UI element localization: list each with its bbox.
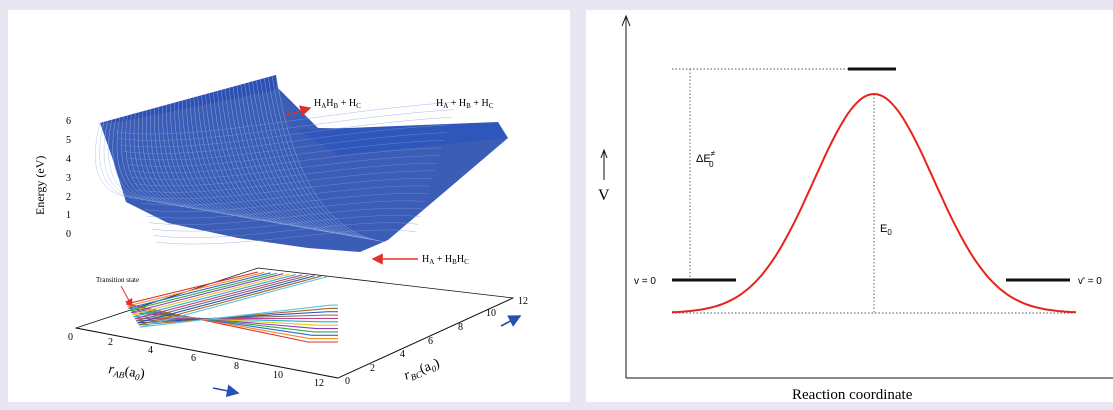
label-hahb-hc: HAHB + HC [314, 98, 361, 110]
delta-e-label: ΔE≠ 0 [696, 149, 716, 169]
rab-tick: 2 [108, 337, 113, 348]
energy-levels [672, 67, 1070, 282]
rab-axis: 0 2 4 6 8 10 12 rAB(a0) [68, 332, 324, 398]
rbc-tick: 2 [370, 363, 375, 374]
rbc-tick: 10 [486, 308, 496, 319]
guide-lines [672, 68, 1074, 314]
y-axis-label-group: V [598, 148, 610, 204]
rab-tick: 8 [234, 361, 239, 372]
barrier-curve [671, 92, 1077, 314]
rab-tick: 4 [148, 345, 153, 356]
energy-axis-label: Energy (eV) [33, 156, 47, 215]
rab-axis-label: rAB(a0) [107, 362, 146, 383]
label-ha-hb-hc: HA + HB + HC [436, 98, 494, 110]
v-right-label: v' = 0 [1078, 276, 1102, 287]
rbc-tick: 12 [518, 296, 528, 307]
rbc-tick: 0 [345, 376, 350, 387]
energy-tick: 6 [66, 116, 71, 127]
y-axis-arrowhead [621, 14, 631, 27]
base-plane [74, 267, 515, 379]
species-labels: HAHB + HC HA + HB + HC HA + HBHC [283, 98, 494, 266]
y-axis-label: V [598, 187, 610, 204]
rbc-tick: 6 [428, 336, 433, 347]
arrow-top-left [283, 105, 312, 117]
rab-tick: 0 [68, 332, 73, 343]
x-axis-label: Reaction coordinate [792, 387, 913, 402]
energy-tick: 2 [66, 192, 71, 203]
rbc-tick: 4 [400, 349, 405, 360]
energy-tick: 3 [66, 173, 71, 184]
contour-lines [125, 271, 338, 343]
rbc-direction-arrow [500, 315, 522, 327]
energy-axis: 6 5 4 3 2 1 0 Energy (eV) [33, 116, 71, 240]
pes-panel: 6 5 4 3 2 1 0 Energy (eV) Transition sta… [8, 10, 570, 402]
profile-axes [621, 14, 1113, 379]
pes-figure: 6 5 4 3 2 1 0 Energy (eV) Transition sta… [33, 74, 528, 398]
transition-state-label: Transition state [96, 276, 139, 284]
rab-direction-arrow [212, 384, 240, 398]
rbc-axis: 0 2 4 6 8 10 12 rBC(a0) [345, 296, 528, 387]
rab-tick: 6 [191, 353, 196, 364]
rbc-axis-label: rBC(a0) [402, 356, 443, 385]
rab-tick: 12 [314, 378, 324, 389]
profile-panel: V ΔE≠ 0 E0 v = 0 v' = 0 Reaction coordina… [586, 10, 1113, 402]
transition-state-marker: Transition state [96, 276, 139, 307]
e0-label: E0 [880, 223, 892, 237]
rab-tick: 10 [273, 370, 283, 381]
energy-surface [95, 74, 508, 252]
label-ha-hbhc: HA + HBHC [422, 254, 469, 266]
energy-tick: 0 [66, 229, 71, 240]
energy-tick: 4 [66, 154, 71, 165]
reaction-profile-figure: V ΔE≠ 0 E0 v = 0 v' = 0 Reaction coordina… [598, 14, 1113, 402]
v-left-label: v = 0 [634, 276, 656, 287]
energy-tick: 1 [66, 210, 71, 221]
rbc-tick: 8 [458, 322, 463, 333]
energy-tick: 5 [66, 135, 71, 146]
